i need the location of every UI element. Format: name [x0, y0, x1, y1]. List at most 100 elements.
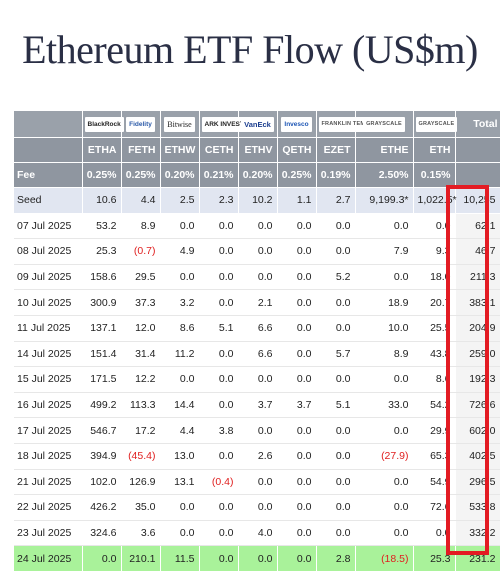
total-header: Total	[455, 111, 500, 138]
etf-flow-table: BlackRock Fidelity Bitwise ARK INVEST Va…	[14, 111, 500, 572]
flow-cell: 20.7	[413, 289, 456, 316]
flow-cell: 3.8	[199, 417, 239, 444]
flow-cell: 10.2	[238, 187, 278, 214]
flow-cell: 11.2	[160, 341, 200, 368]
ticker-cell: ETH	[413, 137, 456, 163]
flow-cell: 0.0	[355, 494, 414, 521]
flow-cell: 0.0	[160, 213, 200, 240]
flow-cell: 324.6	[82, 520, 122, 547]
flow-cell: 29.9	[413, 417, 456, 444]
flow-cell: 25.5	[413, 315, 456, 342]
flow-cell: 7.9	[355, 238, 414, 265]
flow-cell: 137.1	[82, 315, 122, 342]
flow-cell: 3.7	[277, 392, 317, 419]
flow-cell: 0.0	[238, 366, 278, 393]
flow-cell: 0.0	[277, 213, 317, 240]
flow-cell: 0.0	[355, 213, 414, 240]
fee-cell: 0.25%	[82, 162, 122, 188]
flow-cell: 72.6	[413, 494, 456, 521]
row-total: 726.6	[455, 392, 500, 419]
flow-cell: 0.0	[238, 264, 278, 291]
flow-cell: 5.1	[199, 315, 239, 342]
flow-cell: 0.0	[413, 213, 456, 240]
flow-cell: 6.6	[238, 315, 278, 342]
flow-cell: 0.0	[238, 213, 278, 240]
flow-cell: 4.9	[160, 238, 200, 265]
flow-cell: 0.0	[199, 443, 239, 470]
flow-cell: (0.4)	[199, 469, 239, 496]
flow-cell: 0.0	[277, 315, 317, 342]
ticker-corner-cell	[14, 137, 83, 163]
flow-cell: 18.9	[355, 289, 414, 316]
flow-cell: 4.4	[160, 417, 200, 444]
flow-cell: (18.5)	[355, 545, 414, 572]
table-row: 22 Jul 2025 426.2 35.0 0.0 0.0 0.0 0.0 0.0 0.0 72…	[14, 494, 500, 521]
flow-cell: 126.9	[121, 469, 161, 496]
flow-cell: 0.0	[277, 264, 317, 291]
flow-cell: 4.0	[238, 520, 278, 547]
bitwise-logo: Bitwise	[164, 116, 195, 132]
flow-cell: 0.0	[355, 520, 414, 547]
flow-cell: 0.0	[82, 545, 122, 572]
table-row: 11 Jul 2025 137.1 12.0 8.6 5.1 6.6 0.0 0.0 10.0 2…	[14, 315, 500, 342]
flow-cell: 35.0	[121, 494, 161, 521]
flow-cell: 0.0	[413, 520, 456, 547]
table-row: 08 Jul 2025 25.3 (0.7) 4.9 0.0 0.0 0.0 0.0 7.9 9.…	[14, 238, 500, 265]
row-date: Seed	[14, 187, 83, 214]
flow-cell: 0.0	[277, 289, 317, 316]
flow-cell: 0.0	[160, 520, 200, 547]
ticker-cell: FETH	[121, 137, 161, 163]
flow-cell: 12.2	[121, 366, 161, 393]
row-total: 296.5	[455, 469, 500, 496]
row-total: 332.2	[455, 520, 500, 547]
flow-cell: 8.6	[160, 315, 200, 342]
flow-cell: 2.1	[238, 289, 278, 316]
row-date: 22 Jul 2025	[14, 494, 83, 521]
flow-cell: 25.3	[82, 238, 122, 265]
flow-cell: 2.8	[316, 545, 356, 572]
row-date: 14 Jul 2025	[14, 341, 83, 368]
ticker-total-cell	[455, 137, 500, 163]
flow-cell: (45.4)	[121, 443, 161, 470]
fee-cell: 2.50%	[355, 162, 414, 188]
vaneck-logo: VanEck	[241, 116, 274, 132]
flow-cell: 0.0	[316, 520, 356, 547]
flow-cell: 0.0	[355, 417, 414, 444]
flow-cell: 8.9	[355, 341, 414, 368]
row-total: 383.1	[455, 289, 500, 316]
ticker-cell: ETHW	[160, 137, 200, 163]
flow-cell: 0.0	[277, 366, 317, 393]
flow-cell: 5.2	[316, 264, 356, 291]
blackrock-logo: BlackRock	[84, 116, 124, 132]
table-row: 10 Jul 2025 300.9 37.3 3.2 0.0 2.1 0.0 0.0 18.9 2…	[14, 289, 500, 316]
flow-cell: 54.9	[413, 469, 456, 496]
fee-cell: 0.20%	[238, 162, 278, 188]
flow-cell: 33.0	[355, 392, 414, 419]
flow-cell: (0.7)	[121, 238, 161, 265]
flow-cell: 0.0	[277, 443, 317, 470]
flow-cell: 17.2	[121, 417, 161, 444]
row-total: 204.9	[455, 315, 500, 342]
flow-cell: 0.0	[316, 443, 356, 470]
ticker-cell: QETH	[277, 137, 317, 163]
fee-cell: 0.20%	[160, 162, 200, 188]
flow-cell: 0.0	[160, 264, 200, 291]
flow-cell: 0.0	[277, 469, 317, 496]
flow-cell: 0.0	[316, 315, 356, 342]
flow-cell: 0.0	[277, 417, 317, 444]
flow-cell: 54.2	[413, 392, 456, 419]
table-row: 17 Jul 2025 546.7 17.2 4.4 3.8 0.0 0.0 0.0 0.0 29…	[14, 417, 500, 444]
flow-cell: 5.7	[316, 341, 356, 368]
table-row: 14 Jul 2025 151.4 31.4 11.2 0.0 6.6 0.0 5.7 8.9 4…	[14, 341, 500, 368]
flow-cell: 8.6	[413, 366, 456, 393]
row-total: 62.1	[455, 213, 500, 240]
flow-cell: 0.0	[199, 366, 239, 393]
flow-cell: 29.5	[121, 264, 161, 291]
grayscale-ethe-logo: GRAYSCALE	[363, 116, 405, 132]
row-date: 11 Jul 2025	[14, 315, 83, 342]
row-date: 21 Jul 2025	[14, 469, 83, 496]
row-date: 16 Jul 2025	[14, 392, 83, 419]
fee-cell: 0.15%	[413, 162, 456, 188]
flow-cell: 11.5	[160, 545, 200, 572]
flow-cell: 65.3	[413, 443, 456, 470]
